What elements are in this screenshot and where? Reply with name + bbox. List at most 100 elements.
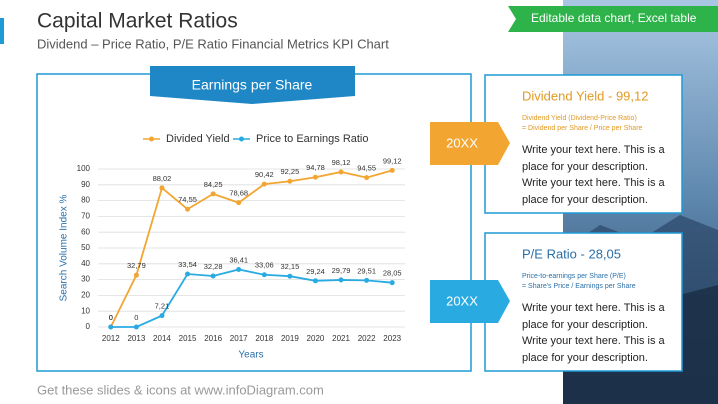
data-point <box>236 266 242 272</box>
data-label: 92,25 <box>280 167 299 176</box>
y-tick-label: 20 <box>81 291 90 300</box>
tag <box>430 280 510 323</box>
data-point <box>261 272 267 278</box>
data-point <box>364 277 370 283</box>
x-tick-label: 2015 <box>179 334 197 343</box>
y-tick-label: 60 <box>81 227 90 236</box>
title: Capital Market Ratios <box>37 10 238 33</box>
data-label: 0 <box>109 313 113 322</box>
y-tick-label: 0 <box>86 322 91 331</box>
data-label: 74,55 <box>178 195 197 204</box>
y-tick-label: 40 <box>81 259 90 268</box>
card-heading: Dividend Yield - 99,12 <box>522 88 648 103</box>
card-text: Write your text here. This is a place fo… <box>522 302 665 364</box>
data-label: 7,21 <box>155 302 170 311</box>
card <box>484 74 683 214</box>
card-note: = Share's Price / Earnings per Share <box>522 283 636 290</box>
data-point <box>159 313 165 319</box>
x-tick-label: 2022 <box>358 334 376 343</box>
data-label: 29,79 <box>332 266 351 275</box>
data-point <box>312 278 318 284</box>
data-point <box>185 271 191 277</box>
x-tick-label: 2020 <box>307 334 325 343</box>
data-line <box>110 268 393 328</box>
data-label: 32,28 <box>204 262 223 271</box>
legend-marker <box>239 136 244 142</box>
legend-label: Price to Earnings Ratio <box>256 133 369 145</box>
chart-title: Earnings per Share <box>192 77 313 93</box>
data-point <box>108 324 114 330</box>
data-label: 32,15 <box>280 262 299 271</box>
legend-marker <box>149 136 154 142</box>
data-point <box>287 178 293 184</box>
chart-frame <box>36 73 472 372</box>
card-text: Write your text here. This is a place fo… <box>522 144 665 206</box>
x-tick-label: 2016 <box>204 334 222 343</box>
x-tick-label: 2014 <box>153 334 171 343</box>
y-tick-label: 80 <box>81 196 90 205</box>
chart-banner <box>150 66 355 104</box>
data-label: 33,54 <box>178 260 197 269</box>
data-label: 78,68 <box>229 189 248 198</box>
data-point <box>159 185 165 191</box>
card-note: Price-to-earnings per Share (P/E) <box>522 273 626 280</box>
x-tick-label: 2023 <box>383 334 401 343</box>
legend-label: Divided Yield <box>166 133 230 145</box>
tag-text: 20XX <box>446 135 478 150</box>
y-tick-label: 90 <box>81 180 90 189</box>
data-point <box>133 272 139 278</box>
x-tick-label: 2018 <box>255 334 273 343</box>
x-tick-label: 2019 <box>281 334 299 343</box>
y-tick-label: 10 <box>81 306 90 315</box>
x-tick-label: 2012 <box>102 334 120 343</box>
data-label: 94,78 <box>306 163 325 172</box>
data-point <box>210 191 216 197</box>
data-point <box>210 273 216 279</box>
x-tick-label: 2017 <box>230 334 248 343</box>
data-point <box>185 206 191 212</box>
data-label: 36,41 <box>229 255 248 264</box>
data-label: 32,79 <box>127 261 146 270</box>
data-label: 0 <box>109 313 113 322</box>
card-note: = Dividend per Share / Price per Share <box>522 125 643 132</box>
data-label: 0 <box>134 313 138 322</box>
data-point <box>338 277 344 283</box>
x-axis-label: Years <box>238 350 263 361</box>
y-axis-label: Search Volume Index % <box>59 195 70 302</box>
data-point <box>338 169 344 175</box>
data-point <box>133 324 139 330</box>
y-tick-label: 50 <box>81 243 90 252</box>
footer: Get these slides & icons at www.infoDiag… <box>37 382 324 397</box>
y-tick-label: 30 <box>81 275 90 284</box>
data-label: 98,12 <box>332 158 351 167</box>
data-label: 33,06 <box>255 261 274 270</box>
data-label: 29,51 <box>357 266 376 275</box>
data-label: 94,55 <box>357 164 376 173</box>
y-tick-label: 70 <box>81 212 90 221</box>
data-label: 90,42 <box>255 170 274 179</box>
card-heading: P/E Ratio - 28,05 <box>522 246 621 261</box>
y-tick-label: 100 <box>77 164 91 173</box>
data-point <box>364 175 370 181</box>
data-label: 99,12 <box>383 156 402 165</box>
badge <box>508 6 718 32</box>
data-point <box>389 167 395 173</box>
tag-text: 20XX <box>446 293 478 308</box>
data-label: 29,24 <box>306 267 325 276</box>
data-point <box>389 280 395 286</box>
data-label: 88,02 <box>153 174 172 183</box>
card <box>484 232 683 372</box>
card-note: Dividend Yield (Dividend-Price Ratio) <box>522 115 637 122</box>
subtitle: Dividend – Price Ratio, P/E Ratio Financ… <box>37 36 389 51</box>
x-tick-label: 2013 <box>127 334 145 343</box>
x-tick-label: 2021 <box>332 334 350 343</box>
badge-text: Editable data chart, Excel table <box>531 11 697 25</box>
data-point <box>236 200 242 206</box>
data-point <box>312 174 318 180</box>
tag <box>430 122 510 165</box>
data-line <box>109 169 393 328</box>
data-point <box>261 181 267 187</box>
data-label: 28,05 <box>383 269 402 278</box>
